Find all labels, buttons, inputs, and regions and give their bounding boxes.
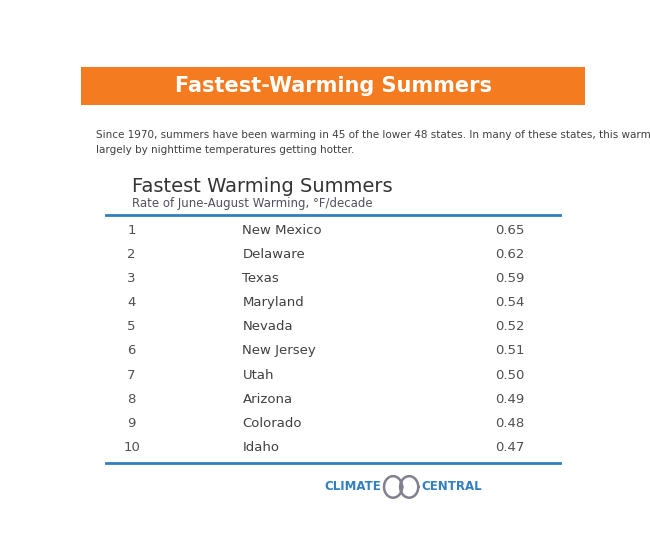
Text: 4: 4	[127, 296, 136, 309]
Text: Fastest Warming Summers: Fastest Warming Summers	[131, 177, 392, 196]
Text: Fastest-Warming Summers: Fastest-Warming Summers	[175, 76, 491, 96]
Text: 0.54: 0.54	[495, 296, 525, 309]
Text: Texas: Texas	[242, 272, 280, 285]
Text: Arizona: Arizona	[242, 393, 292, 406]
Text: 0.49: 0.49	[495, 393, 525, 406]
Text: 0.48: 0.48	[495, 417, 525, 430]
Text: Maryland: Maryland	[242, 296, 304, 309]
Text: 3: 3	[127, 272, 136, 285]
Text: 6: 6	[127, 344, 136, 357]
Text: 0.47: 0.47	[495, 441, 525, 454]
Text: 1: 1	[127, 223, 136, 237]
Text: 2: 2	[127, 248, 136, 261]
Text: 5: 5	[127, 320, 136, 333]
Text: Rate of June-August Warming, °F/decade: Rate of June-August Warming, °F/decade	[131, 198, 372, 211]
Text: Delaware: Delaware	[242, 248, 306, 261]
Text: CLIMATE: CLIMATE	[324, 480, 381, 493]
Text: 8: 8	[127, 393, 136, 406]
Text: 0.52: 0.52	[495, 320, 525, 333]
FancyBboxPatch shape	[81, 67, 585, 105]
Text: Idaho: Idaho	[242, 441, 280, 454]
Text: Colorado: Colorado	[242, 417, 302, 430]
Text: CENTRAL: CENTRAL	[421, 480, 482, 493]
Text: Utah: Utah	[242, 368, 274, 381]
Text: New Mexico: New Mexico	[242, 223, 322, 237]
Text: 0.50: 0.50	[495, 368, 525, 381]
Text: 0.62: 0.62	[495, 248, 525, 261]
Text: 0.51: 0.51	[495, 344, 525, 357]
Text: 9: 9	[127, 417, 136, 430]
Text: 7: 7	[127, 368, 136, 381]
Text: New Jersey: New Jersey	[242, 344, 316, 357]
Text: Nevada: Nevada	[242, 320, 293, 333]
Text: Since 1970, summers have been warming in 45 of the lower 48 states. In many of t: Since 1970, summers have been warming in…	[96, 130, 650, 155]
Text: 0.65: 0.65	[495, 223, 525, 237]
Text: 10: 10	[124, 441, 140, 454]
Text: 0.59: 0.59	[495, 272, 525, 285]
